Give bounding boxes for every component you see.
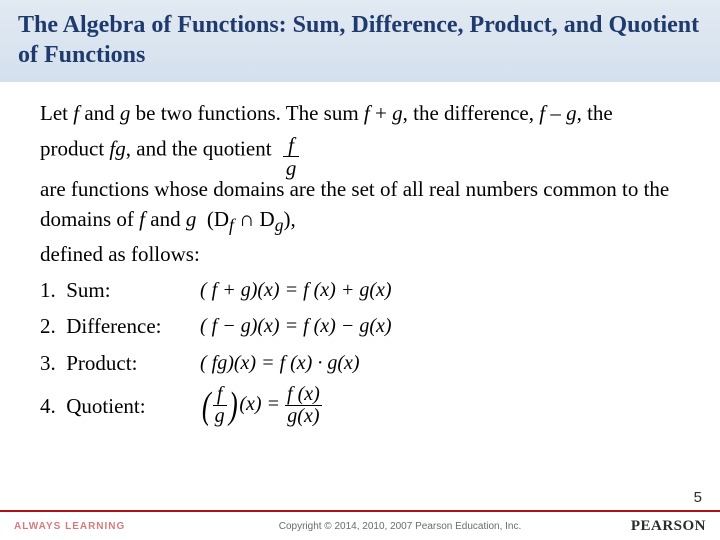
fraction-f-over-g: f g [283, 134, 300, 179]
def-label: 2. Difference: [40, 311, 200, 341]
text: are functions whose domains are the set … [40, 177, 669, 231]
text: Let [40, 101, 73, 125]
var-g: g [186, 207, 197, 231]
fraction-f-over-g: fg [213, 384, 227, 427]
list-item: 2. Difference: ( f − g)(x) = f (x) − g(x… [40, 311, 680, 341]
list-item: 4. Quotient: (fg)(x) = f (x)g(x) [40, 384, 680, 427]
copyright: Copyright © 2014, 2010, 2007 Pearson Edu… [200, 521, 600, 532]
text: and [79, 101, 120, 125]
def-equation-quotient: (fg)(x) = f (x)g(x) [200, 384, 322, 427]
slide-content: Let f and g be two functions. The sum f … [0, 82, 720, 427]
list-item: 3. Product: ( fg)(x) = f (x) · g(x) [40, 348, 680, 378]
def-label: 1. Sum: [40, 275, 200, 305]
var-g: g [566, 101, 577, 125]
domain-expr: (Df ∩ Dg), [202, 207, 296, 231]
paren-right: ) [229, 387, 238, 425]
text: , the difference, [403, 101, 540, 125]
def-equation-product: ( fg)(x) = f (x) · g(x) [200, 349, 360, 378]
text: and [145, 207, 186, 231]
paren-left: ( [202, 387, 211, 425]
page-title: The Algebra of Functions: Sum, Differenc… [18, 10, 702, 70]
var-fg: fg [109, 137, 125, 161]
text: – [545, 101, 566, 125]
fraction-bot: g [283, 157, 300, 179]
var-g: g [392, 101, 403, 125]
var-g: g [120, 101, 131, 125]
def-label: 4. Quotient: [40, 391, 200, 421]
footer: ALWAYS LEARNING Copyright © 2014, 2010, … [0, 510, 720, 540]
brand-left: ALWAYS LEARNING [0, 521, 200, 532]
def-equation-sum: ( f + g)(x) = f (x) + g(x) [200, 276, 392, 305]
text: be two functions. The sum [130, 101, 364, 125]
title-bar: The Algebra of Functions: Sum, Differenc… [0, 0, 720, 82]
list-item: 1. Sum: ( f + g)(x) = f (x) + g(x) [40, 275, 680, 305]
text: , and the quotient [126, 137, 272, 161]
definitions-list: 1. Sum: ( f + g)(x) = f (x) + g(x) 2. Di… [40, 275, 680, 427]
text: + [370, 101, 392, 125]
def-equation-difference: ( f − g)(x) = f (x) − g(x) [200, 312, 392, 341]
intro-paragraph: Let f and g be two functions. The sum f … [40, 98, 680, 269]
def-label: 3. Product: [40, 348, 200, 378]
fraction-top: f [283, 134, 300, 157]
page-number: 5 [694, 489, 702, 506]
brand-right: PEARSON [600, 518, 720, 535]
fraction-fx-over-gx: f (x)g(x) [285, 384, 322, 427]
text: defined as follows: [40, 242, 200, 266]
